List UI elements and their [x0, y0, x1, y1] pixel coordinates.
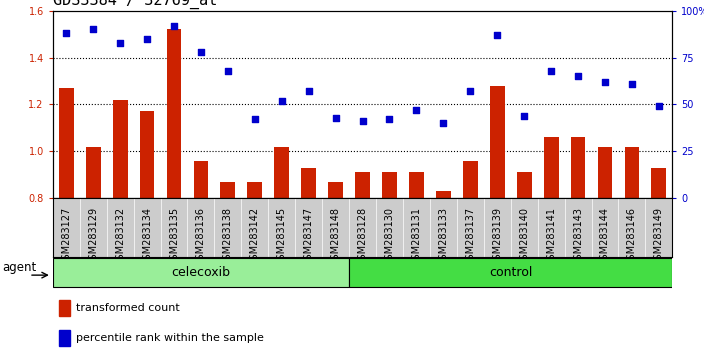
Point	[465, 88, 476, 94]
Text: GSM283127: GSM283127	[61, 207, 71, 266]
Text: GSM283140: GSM283140	[519, 207, 529, 266]
Bar	[59, 299, 70, 316]
Text: GSM283141: GSM283141	[546, 207, 556, 266]
Text: percentile rank within the sample: percentile rank within the sample	[76, 333, 264, 343]
Text: GSM283136: GSM283136	[196, 207, 206, 266]
Text: GDS3384 / 32769_at: GDS3384 / 32769_at	[53, 0, 217, 9]
Point	[627, 81, 638, 87]
Point	[61, 30, 72, 36]
Point	[195, 49, 206, 55]
Point	[411, 107, 422, 113]
Bar	[571, 137, 586, 198]
Text: GSM283145: GSM283145	[277, 207, 287, 266]
Point	[168, 23, 180, 28]
Point	[572, 74, 584, 79]
Text: GSM283135: GSM283135	[169, 207, 179, 266]
Bar	[220, 182, 235, 198]
Bar	[247, 182, 262, 198]
Bar	[301, 168, 316, 198]
Point	[491, 32, 503, 38]
Text: GSM283148: GSM283148	[331, 207, 341, 266]
Text: GSM283139: GSM283139	[492, 207, 502, 266]
Text: celecoxib: celecoxib	[172, 266, 230, 279]
Point	[357, 119, 368, 124]
Bar	[490, 86, 505, 198]
Point	[249, 116, 260, 122]
Point	[303, 88, 314, 94]
Bar	[139, 112, 154, 198]
Point	[546, 68, 557, 74]
Bar	[382, 172, 397, 198]
Text: GSM283147: GSM283147	[303, 207, 314, 266]
Text: GSM283132: GSM283132	[115, 207, 125, 266]
Point	[142, 36, 153, 42]
Bar	[59, 88, 74, 198]
Bar	[194, 161, 208, 198]
Bar	[275, 147, 289, 198]
Bar	[463, 161, 478, 198]
Bar	[517, 172, 532, 198]
Text: control: control	[489, 266, 532, 279]
Point	[519, 113, 530, 119]
Point	[276, 98, 287, 103]
Text: GSM283129: GSM283129	[88, 207, 98, 266]
Bar	[355, 172, 370, 198]
Text: GSM283133: GSM283133	[439, 207, 448, 266]
Bar	[113, 100, 127, 198]
Text: GSM283138: GSM283138	[223, 207, 233, 266]
Bar	[543, 137, 558, 198]
Text: GSM283131: GSM283131	[411, 207, 422, 266]
Text: GSM283128: GSM283128	[358, 207, 367, 266]
Text: agent: agent	[3, 261, 37, 274]
Bar	[651, 168, 666, 198]
Text: GSM283143: GSM283143	[573, 207, 583, 266]
Bar	[59, 330, 70, 346]
Bar	[624, 147, 639, 198]
Text: GSM283134: GSM283134	[142, 207, 152, 266]
Point	[87, 27, 99, 32]
Bar	[167, 29, 182, 198]
Text: GSM283137: GSM283137	[465, 207, 475, 266]
Point	[438, 120, 449, 126]
Point	[330, 115, 341, 120]
Bar	[436, 191, 451, 198]
Bar	[53, 258, 349, 287]
Bar	[409, 172, 424, 198]
Point	[115, 40, 126, 45]
Point	[599, 79, 610, 85]
Text: GSM283142: GSM283142	[250, 207, 260, 266]
Bar	[598, 147, 612, 198]
Text: GSM283130: GSM283130	[384, 207, 394, 266]
Text: GSM283149: GSM283149	[654, 207, 664, 266]
Point	[653, 103, 665, 109]
Bar	[349, 258, 672, 287]
Point	[384, 116, 395, 122]
Point	[222, 68, 234, 74]
Text: GSM283146: GSM283146	[627, 207, 637, 266]
Text: GSM283144: GSM283144	[600, 207, 610, 266]
Bar	[86, 147, 101, 198]
Text: transformed count: transformed count	[76, 303, 180, 313]
Bar	[328, 182, 343, 198]
